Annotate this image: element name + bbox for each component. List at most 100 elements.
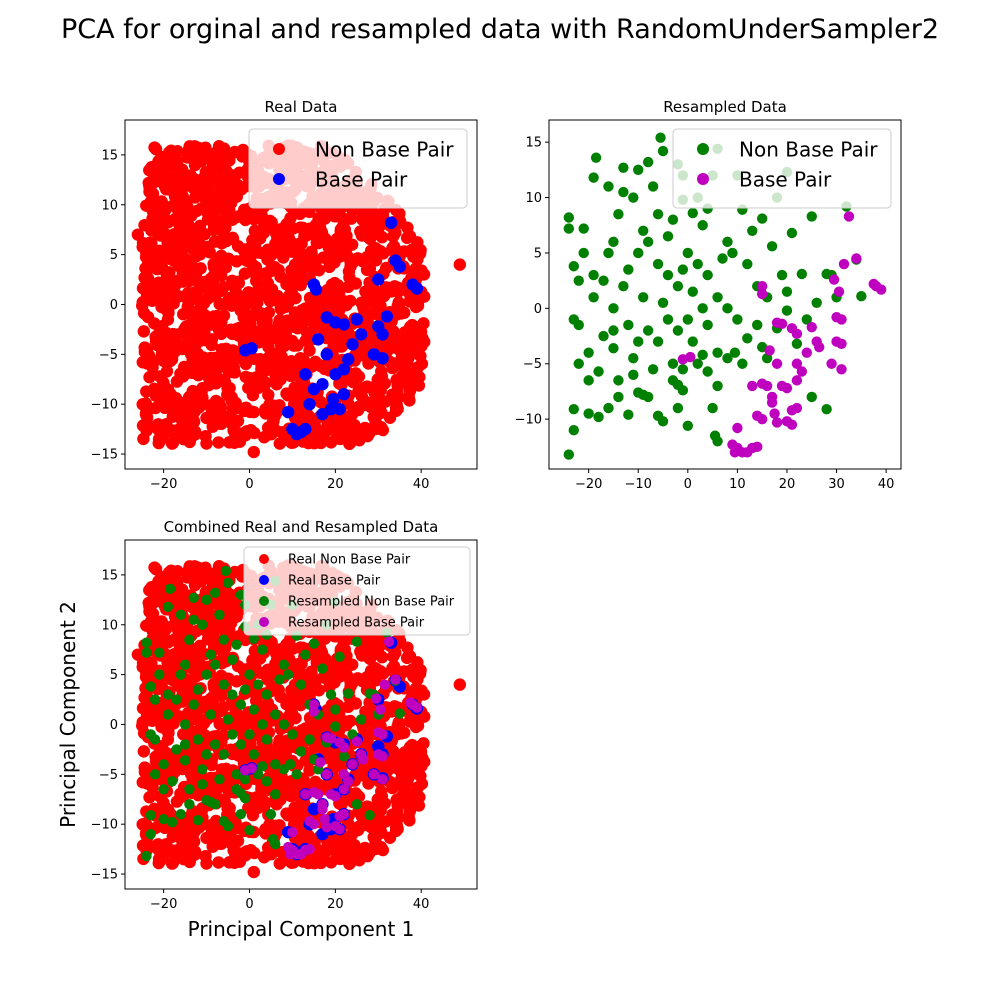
point-resampled-base-pair — [375, 704, 386, 715]
point-real-non-base-pair — [225, 837, 238, 851]
point-non-base-pair — [356, 213, 369, 227]
point-non-base-pair — [563, 223, 575, 234]
point-non-base-pair — [291, 248, 305, 262]
point-non-base-pair — [766, 241, 778, 252]
point-non-base-pair — [144, 282, 158, 295]
point-non-base-pair — [756, 213, 768, 224]
point-base-pair — [299, 368, 312, 381]
point-real-non-base-pair — [273, 734, 286, 747]
point-non-base-pair — [729, 347, 741, 358]
point-non-base-pair — [231, 239, 245, 253]
point-non-base-pair — [342, 265, 356, 278]
point-real-non-base-pair — [357, 845, 370, 858]
point-resampled-non-base-pair — [325, 689, 337, 700]
point-non-base-pair — [369, 336, 383, 350]
point-resampled-non-base-pair — [179, 719, 191, 730]
point-base-pair — [851, 253, 862, 264]
point-non-base-pair — [160, 297, 173, 310]
point-real-non-base-pair — [173, 842, 186, 856]
point-non-base-pair — [667, 214, 679, 225]
point-non-base-pair — [282, 295, 295, 309]
point-non-base-pair — [141, 310, 155, 324]
point-non-base-pair — [801, 314, 813, 325]
point-base-pair — [766, 397, 778, 408]
legend-label: Resampled Non Base Pair — [288, 595, 455, 610]
point-resampled-base-pair — [321, 821, 332, 833]
point-real-non-base-pair — [173, 680, 186, 693]
point-non-base-pair — [613, 375, 624, 386]
point-resampled-non-base-pair — [334, 651, 345, 662]
point-real-base-pair — [372, 740, 385, 753]
point-real-non-base-pair — [338, 842, 352, 855]
point-non-base-pair — [190, 149, 204, 162]
point-non-base-pair — [752, 319, 763, 331]
point-real-non-base-pair — [370, 669, 384, 683]
point-real-non-base-pair — [344, 675, 357, 688]
point-base-pair — [393, 260, 406, 273]
point-non-base-pair — [672, 325, 684, 336]
point-resampled-non-base-pair — [270, 759, 281, 770]
point-resampled-non-base-pair — [222, 820, 234, 832]
point-non-base-pair — [628, 192, 639, 203]
point-non-base-pair — [131, 228, 145, 241]
point-non-base-pair — [568, 403, 579, 415]
point-non-base-pair — [204, 351, 217, 365]
point-real-non-base-pair — [394, 791, 408, 804]
point-real-non-base-pair — [343, 856, 357, 870]
point-resampled-base-pair — [377, 751, 388, 762]
point-resampled-base-pair — [351, 736, 363, 747]
point-base-pair — [346, 338, 359, 351]
point-non-base-pair — [781, 286, 793, 297]
point-non-base-pair — [262, 388, 275, 402]
point-resampled-base-pair — [300, 789, 311, 800]
point-non-base-pair — [290, 314, 303, 327]
point-non-base-pair — [193, 219, 207, 233]
point-non-base-pair — [151, 157, 164, 171]
point-non-base-pair — [212, 436, 225, 449]
point-base-pair — [791, 402, 803, 414]
point-real-non-base-pair — [170, 621, 183, 634]
point-resampled-base-pair — [321, 769, 332, 780]
point-non-base-pair — [379, 395, 392, 408]
point-non-base-pair — [167, 287, 181, 300]
point-non-base-pair — [138, 271, 151, 284]
point-base-pair — [781, 416, 793, 427]
point-non-base-pair — [563, 449, 575, 460]
point-resampled-non-base-pair — [171, 744, 182, 755]
legend-label: Base Pair — [315, 168, 408, 192]
point-base-pair — [791, 358, 803, 369]
point-non-base-pair — [613, 391, 624, 403]
point-resampled-base-pair — [285, 848, 296, 860]
point-resampled-base-pair — [246, 763, 257, 774]
point-real-non-base-pair — [152, 843, 165, 856]
point-non-base-pair — [170, 168, 183, 181]
point-real-non-base-pair — [453, 678, 467, 691]
point-base-pair — [329, 368, 342, 381]
point-real-non-base-pair — [365, 642, 379, 655]
x-tick-label: 20 — [327, 897, 344, 912]
point-base-pair — [875, 284, 887, 295]
point-base-pair — [350, 313, 364, 326]
point-non-base-pair — [568, 314, 579, 325]
point-non-base-pair — [637, 292, 649, 303]
point-non-base-pair — [165, 437, 179, 450]
point-non-base-pair — [281, 334, 294, 347]
point-resampled-non-base-pair — [285, 759, 296, 770]
point-resampled-base-pair — [308, 787, 320, 798]
point-resampled-non-base-pair — [141, 850, 152, 862]
point-real-non-base-pair — [187, 663, 200, 676]
point-real-non-base-pair — [165, 857, 179, 870]
x-tick-label: −10 — [625, 477, 652, 492]
y-tick-label: 10 — [101, 618, 118, 633]
point-real-non-base-pair — [184, 839, 197, 852]
point-non-base-pair — [642, 156, 654, 168]
point-non-base-pair — [712, 347, 723, 358]
point-non-base-pair — [220, 234, 233, 248]
point-non-base-pair — [355, 296, 368, 309]
point-real-non-base-pair — [182, 678, 196, 692]
point-non-base-pair — [270, 328, 283, 341]
point-base-pair — [771, 417, 783, 428]
point-real-non-base-pair — [212, 856, 225, 869]
point-non-base-pair — [200, 437, 213, 450]
point-non-base-pair — [281, 389, 295, 402]
